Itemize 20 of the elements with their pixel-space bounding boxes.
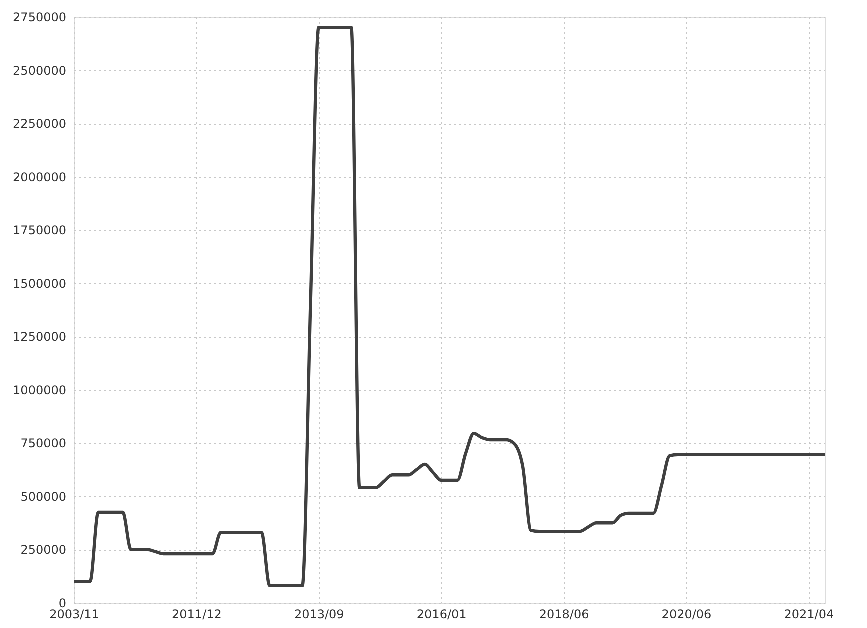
y-tick-label: 750000 [20, 436, 66, 451]
y-tick-label: 1750000 [13, 224, 66, 238]
y-tick-label: 1500000 [13, 276, 66, 291]
x-tick-label: 2018/06 [539, 608, 590, 622]
y-tick-label: 1000000 [13, 383, 66, 398]
y-tick-label: 2000000 [13, 170, 66, 184]
y-tick-label: 2250000 [13, 117, 66, 132]
x-tick-label: 2003/11 [50, 608, 100, 622]
y-tick-label: 2750000 [13, 10, 66, 24]
x-tick-label: 2021/04 [784, 608, 834, 622]
y-tick-label: 1250000 [13, 330, 66, 344]
x-tick-label: 2011/12 [172, 608, 222, 622]
y-tick-label: 500000 [20, 490, 66, 504]
x-tick-label: 2013/09 [294, 608, 344, 622]
y-tick-label: 0 [58, 596, 66, 610]
x-tick-label: 2016/01 [416, 608, 467, 622]
line-series [72, 26, 827, 588]
y-tick-label: 2500000 [13, 64, 66, 78]
y-tick-label: 250000 [20, 543, 66, 558]
x-tick-label: 2020/06 [662, 608, 712, 622]
